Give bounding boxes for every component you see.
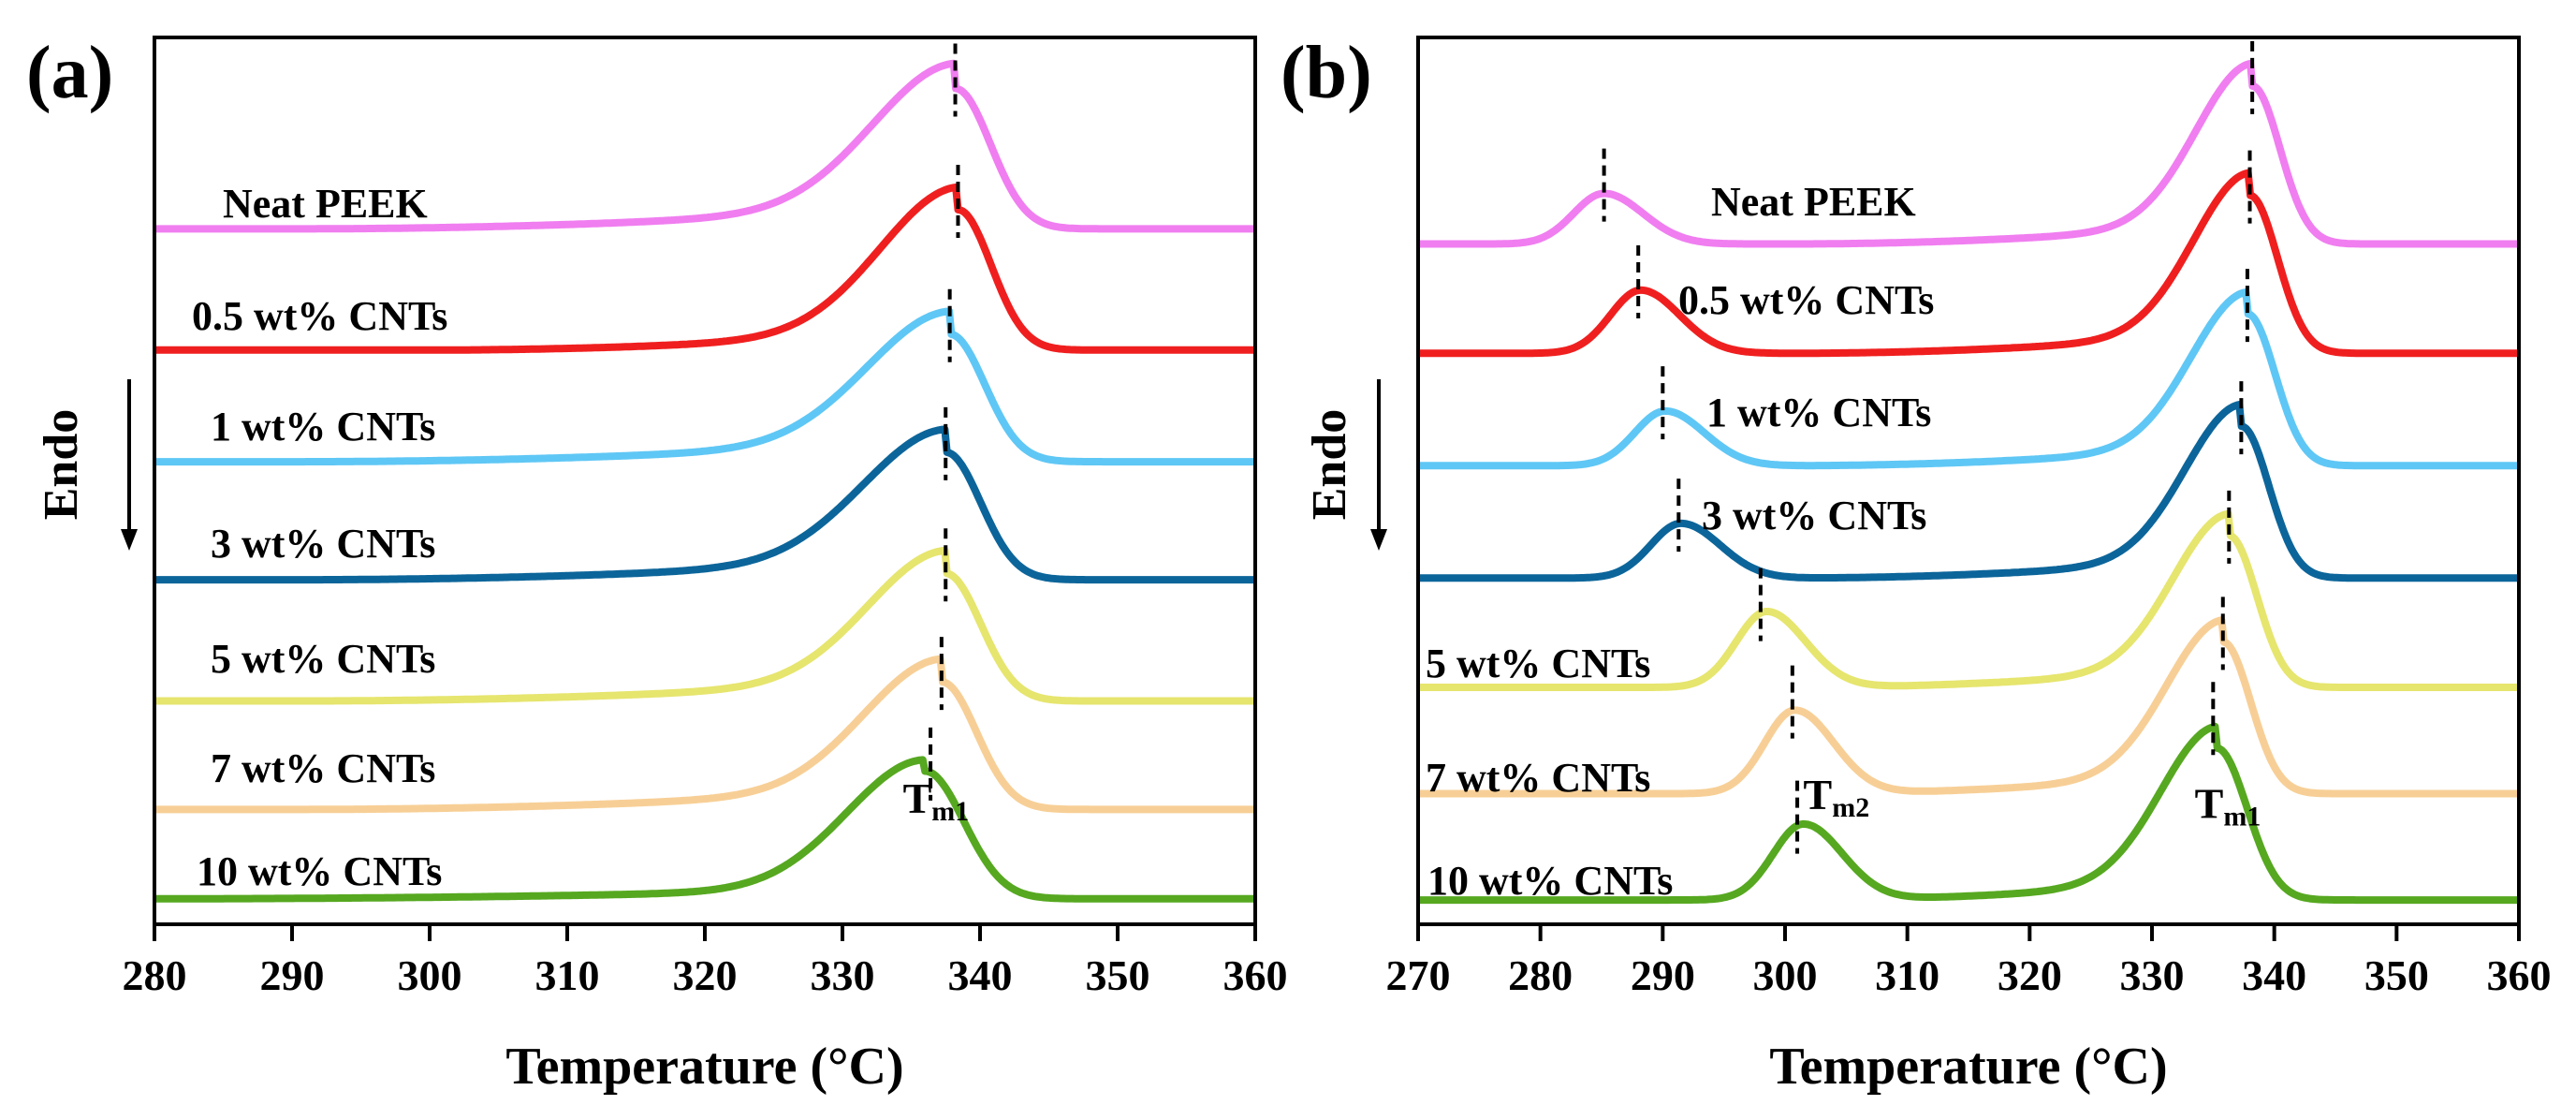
series-line <box>1416 169 2521 358</box>
x-tick-label: 320 <box>673 951 738 999</box>
panel-b-xlabel: Temperature (°C) <box>1769 1038 2167 1096</box>
panel-b: (b) Endo Neat PEEK 0.5 wt% CNTs 1 wt% CNTs… <box>1281 32 2552 1096</box>
series-label: 10 wt% CNTs <box>197 848 442 894</box>
series-line <box>1416 509 2521 691</box>
x-tick-label: 290 <box>260 951 325 999</box>
series-label: 0.5 wt% CNTs <box>1678 277 1934 323</box>
series-label: 7 wt% CNTs <box>211 745 435 791</box>
x-tick-label: 330 <box>811 951 875 999</box>
series-line <box>153 307 1257 466</box>
tm-annotation: Tm2 <box>1804 771 1870 823</box>
x-tick-label: 310 <box>535 951 600 999</box>
series-line <box>1416 59 2521 248</box>
series-line <box>1416 401 2521 582</box>
x-tick-label: 360 <box>2487 951 2552 999</box>
series-label: Neat PEEK <box>223 181 428 227</box>
x-tick-label: 350 <box>2364 951 2429 999</box>
panel-b-frame <box>1416 36 2521 926</box>
panel-a-ylabel: Endo <box>35 409 88 521</box>
series-line <box>153 183 1257 354</box>
series-label: 5 wt% CNTs <box>211 636 435 682</box>
x-tick-label: 300 <box>1753 951 1818 999</box>
series-line <box>153 425 1257 584</box>
panel-a-plot: Neat PEEK 0.5 wt% CNTs 1 wt% CNTs 3 wt% CNT… <box>153 43 1257 903</box>
x-tick-label: 320 <box>1998 951 2062 999</box>
series-label: 1 wt% CNTs <box>211 404 435 449</box>
x-tick-label: 340 <box>948 951 1013 999</box>
series-line <box>1416 722 2521 905</box>
series-label: 5 wt% CNTs <box>1426 641 1650 686</box>
panel-a-endo-arrow-head <box>121 529 138 551</box>
tm-annotation: Tm1 <box>2195 779 2261 832</box>
x-tick-label: 330 <box>2120 951 2185 999</box>
panel-a: (a) Endo Neat PEEK 0.5 wt% CNTs 1 wt% CNTs… <box>26 32 1288 1096</box>
series-line <box>153 756 1257 903</box>
x-tick-label: 350 <box>1086 951 1150 999</box>
panel-a-ticks: 280 290 300 310 320 330 340 350 360 <box>123 924 1288 999</box>
series-line <box>1416 616 2521 798</box>
series-line <box>153 655 1257 814</box>
panel-b-endo-arrow-head <box>1370 529 1387 551</box>
series-label: 1 wt% CNTs <box>1706 390 1931 435</box>
panel-b-label: (b) <box>1281 32 1372 114</box>
series-line <box>153 59 1257 233</box>
x-tick-label: 280 <box>1508 951 1573 999</box>
x-tick-label: 360 <box>1223 951 1288 999</box>
series-label: Neat PEEK <box>1711 179 1916 225</box>
x-tick-label: 290 <box>1631 951 1695 999</box>
panel-a-label: (a) <box>26 32 113 114</box>
series-label: 0.5 wt% CNTs <box>192 293 447 339</box>
x-tick-label: 340 <box>2242 951 2306 999</box>
series-label: 10 wt% CNTs <box>1427 858 1673 904</box>
panel-b-ylabel: Endo <box>1303 409 1356 521</box>
series-label: 7 wt% CNTs <box>1426 755 1650 801</box>
x-tick-label: 310 <box>1875 951 1939 999</box>
panel-a-xlabel: Temperature (°C) <box>505 1038 903 1096</box>
series-line <box>1416 288 2521 470</box>
panel-b-plot: Neat PEEK 0.5 wt% CNTs 1 wt% CNTs 3 wt% CNT… <box>1416 40 2521 905</box>
series-label: 3 wt% CNTs <box>211 521 435 567</box>
panel-b-ticks: 270 280 290 300 310 320 330 340 350 360 <box>1386 924 2552 999</box>
tm-annotation: Tm1 <box>903 774 970 827</box>
series-line <box>153 546 1257 705</box>
x-tick-label: 280 <box>123 951 187 999</box>
x-tick-label: 270 <box>1386 951 1451 999</box>
x-tick-label: 300 <box>398 951 462 999</box>
series-label: 3 wt% CNTs <box>1702 493 1926 538</box>
